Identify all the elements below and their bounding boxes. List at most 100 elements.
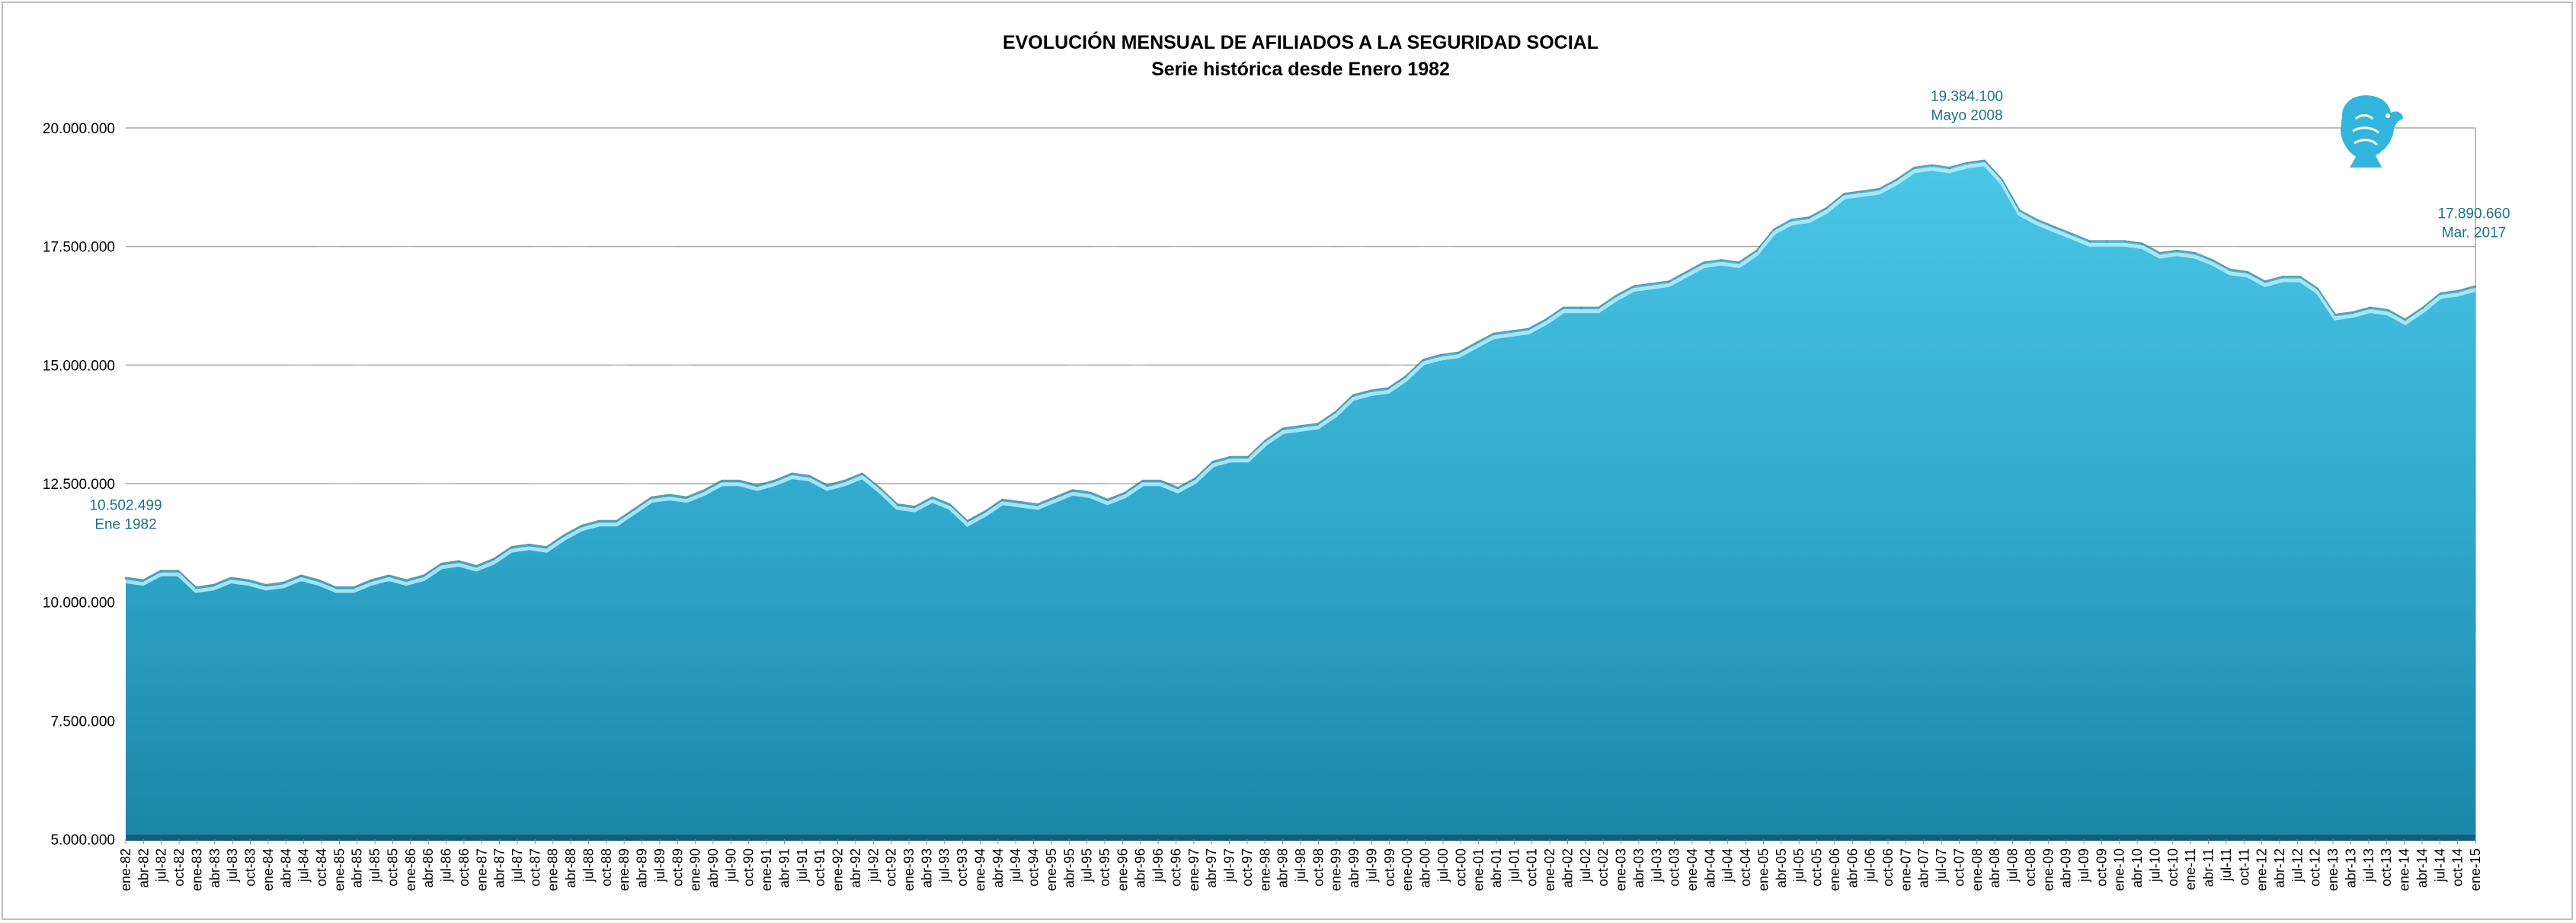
- data-point: [668, 494, 670, 497]
- x-tick-label: oct-86: [456, 848, 472, 886]
- x-tick-label: ene-94: [973, 848, 988, 891]
- x-tick-label: oct-98: [1310, 848, 1326, 886]
- data-point: [2141, 243, 2143, 245]
- data-point: [2421, 307, 2424, 309]
- chart-subtitle: Serie histórica desde Enero 1982: [1151, 59, 1450, 80]
- x-tick-label: oct-96: [1169, 848, 1184, 886]
- data-point: [2369, 307, 2372, 309]
- x-tick-label: oct-82: [171, 848, 187, 886]
- x-tick-label: abr-85: [350, 848, 365, 888]
- x-tick-label: jul-86: [439, 848, 454, 883]
- data-point: [703, 490, 706, 492]
- data-point: [949, 503, 951, 506]
- data-point: [2386, 309, 2389, 311]
- x-tick-label: ene-87: [474, 848, 489, 891]
- x-tick-label: jul-88: [581, 848, 597, 883]
- data-point: [388, 575, 390, 577]
- annotations: 10.502.499 Ene 1982 19.384.100 Mayo 2008 17.…: [89, 89, 2510, 533]
- data-point: [282, 582, 285, 584]
- data-point: [931, 497, 933, 499]
- y-tick-label: 7.500.000: [50, 714, 115, 730]
- x-tick-label: oct-13: [2379, 848, 2394, 886]
- x-tick-label: ene-90: [688, 848, 703, 891]
- data-point: [1738, 262, 1740, 264]
- x-tick-label: oct-95: [1097, 848, 1112, 886]
- x-tick-label: ene-82: [118, 848, 133, 891]
- area-base-shadow: [126, 835, 2475, 841]
- y-tick-label: 10.000.000: [43, 596, 115, 612]
- data-point: [1457, 352, 1460, 354]
- x-tick-label: oct-08: [2023, 848, 2038, 886]
- x-tick-label: abr-88: [563, 848, 578, 888]
- data-point: [1720, 260, 1723, 262]
- data-point: [212, 584, 215, 587]
- data-point: [1404, 375, 1407, 378]
- x-tick-label: abr-13: [2344, 848, 2359, 888]
- x-tick-label: abr-90: [706, 848, 721, 888]
- data-point: [458, 561, 460, 563]
- x-tick-label: oct-84: [314, 848, 329, 886]
- x-tick-label: oct-02: [1595, 848, 1611, 886]
- data-point: [1089, 492, 1092, 494]
- data-point: [1878, 188, 1880, 191]
- data-point: [721, 480, 723, 483]
- x-tick-label: abr-83: [207, 848, 222, 888]
- data-point: [1317, 423, 1320, 426]
- y-tick-label: 20.000.000: [43, 121, 115, 137]
- data-point: [2036, 219, 2038, 222]
- x-tick-label: ene-11: [2183, 848, 2198, 890]
- x-tick-label: oct-91: [812, 848, 827, 886]
- x-tick-label: oct-89: [670, 848, 685, 886]
- imss-eagle-icon: [2341, 95, 2403, 168]
- x-tick-label: jul-95: [1080, 848, 1095, 883]
- data-point: [1071, 490, 1074, 492]
- data-point: [2158, 252, 2161, 255]
- x-tick-label: abr-95: [1061, 848, 1077, 888]
- x-tick-label: ene-14: [2397, 848, 2412, 891]
- data-point: [808, 475, 811, 477]
- data-point: [1054, 497, 1057, 499]
- x-tick-label: jul-89: [652, 848, 667, 883]
- data-point: [1439, 354, 1442, 357]
- x-tick-label: oct-99: [1382, 848, 1397, 886]
- data-point: [1194, 477, 1197, 480]
- data-point: [1387, 388, 1390, 390]
- x-tick-label: ene-12: [2254, 848, 2270, 891]
- chart-titles: EVOLUCIÓN MENSUAL DE AFILIADOS A LA SEGU…: [1003, 30, 1598, 80]
- data-point: [1966, 162, 1968, 164]
- data-point: [1124, 492, 1127, 494]
- x-tick-label: jul-00: [1435, 848, 1451, 883]
- data-point: [475, 565, 478, 568]
- x-tick-label: oct-06: [1880, 848, 1896, 886]
- data-point: [1668, 281, 1670, 283]
- data-point: [1755, 250, 1758, 253]
- data-point: [229, 577, 232, 580]
- x-tick-label: ene-89: [616, 848, 632, 891]
- data-point: [370, 580, 373, 582]
- x-tick-label: ene-85: [331, 848, 347, 891]
- data-point: [1545, 319, 1547, 321]
- x-tick-label: oct-94: [1026, 848, 1042, 886]
- x-tick-label: abr-94: [990, 848, 1006, 888]
- x-tick-label: ene-02: [1542, 848, 1557, 891]
- data-point: [2474, 286, 2477, 288]
- x-tick-label: ene-83: [190, 848, 205, 891]
- data-point: [2194, 252, 2196, 255]
- x-tick-label: oct-14: [2450, 848, 2466, 886]
- data-point: [2351, 311, 2354, 314]
- data-point: [1141, 480, 1144, 483]
- x-tick-label: jul-02: [1578, 848, 1593, 883]
- data-point: [2456, 290, 2459, 292]
- data-point: [738, 480, 741, 483]
- data-point: [2316, 288, 2319, 290]
- x-tick-label: abr-97: [1204, 848, 1219, 888]
- x-tick-label: jul-09: [2076, 848, 2091, 883]
- series-layer: [124, 159, 2477, 841]
- x-tick-label: ene-15: [2468, 848, 2483, 891]
- x-tick-label: ene-86: [403, 848, 418, 891]
- data-point: [335, 586, 338, 589]
- x-tick-label: oct-00: [1453, 848, 1468, 886]
- x-tick-label: jul-98: [1293, 848, 1308, 883]
- data-point: [1685, 271, 1688, 274]
